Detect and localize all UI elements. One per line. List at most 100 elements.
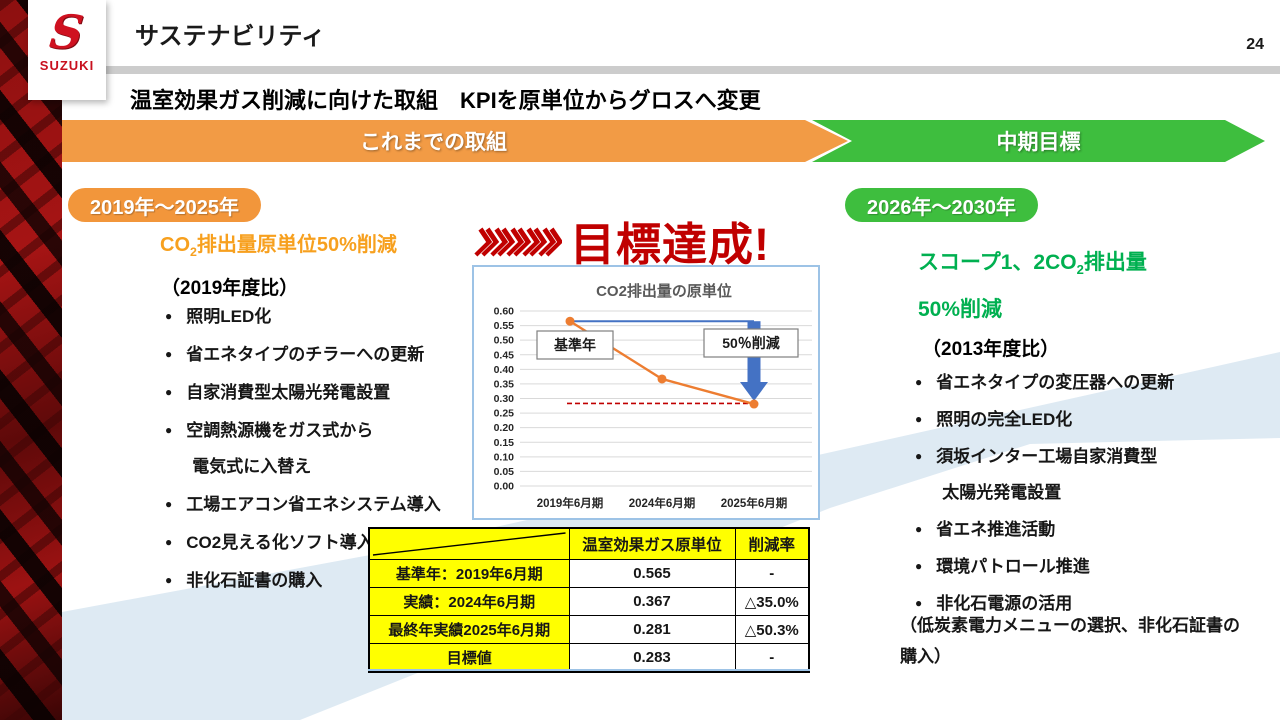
data-point-marker: [657, 374, 667, 384]
list-item: ● 工場エアコン省エネシステム導入: [165, 494, 465, 515]
table-corner-cell: [368, 527, 570, 560]
co2-intensity-chart: CO2排出量の原単位 0.00 0.05 0.10 0.15 0.20 0.25 0.30 0.…: [472, 265, 820, 520]
heading-subscript: 2: [1076, 262, 1084, 278]
bullet-icon: ●: [165, 497, 173, 511]
bullet-icon: ●: [915, 412, 923, 426]
table-cell: 0.281: [568, 615, 736, 644]
y-tick-label: 0.60: [494, 306, 515, 318]
right-initiatives-list: ● 省エネタイプの変圧器への更新 ● 照明の完全LED化 ● 須坂インター工場自家消費型太…: [915, 372, 1260, 630]
table-header-cell: 温室効果ガス原単位: [568, 527, 736, 560]
heading-text: スコープ1、2CO: [918, 251, 1077, 274]
y-tick-label: 0.05: [494, 466, 515, 478]
data-point-marker: [749, 399, 759, 409]
reduction-annotation-box: [703, 328, 799, 358]
x-tick-label: 2025年6月期: [721, 496, 787, 510]
list-item: ● 非化石証書の購入: [165, 570, 465, 591]
left-heading-co2-intensity: CO2排出量原単位50%削減: [160, 228, 397, 259]
list-item: ● 環境パトロール推進: [915, 556, 1260, 577]
y-tick-label: 0.30: [494, 393, 515, 405]
list-item-text: 須坂インター工場自家消費型 太陽光発電設置: [936, 447, 1158, 502]
heading-text: 排出量: [1083, 251, 1147, 274]
table-row: 目標値 0.283-: [368, 643, 810, 673]
bullet-icon: ●: [165, 573, 173, 587]
right-footnote: （低炭素電力メニューの選択、非化石証書の購入）: [900, 616, 1240, 666]
y-tick-label: 0.45: [494, 349, 515, 361]
bullet-icon: ●: [915, 596, 923, 610]
bullet-icon: ●: [165, 385, 173, 399]
reduction-arrow-head: [740, 382, 768, 402]
list-item-text: 環境パトロール推進: [936, 557, 1090, 576]
list-item-text: 工場エアコン省エネシステム導入: [186, 495, 441, 514]
suzuki-s-icon: S: [47, 5, 87, 59]
bullet-icon: ●: [915, 449, 923, 463]
table-cell: △50.3%: [734, 615, 810, 644]
list-item: ● CO2見える化ソフト導入: [165, 532, 465, 553]
banner-future-label: 中期目標: [996, 131, 1081, 154]
list-item: ● 須坂インター工場自家消費型 太陽光発電設置: [915, 446, 1260, 503]
list-item-text: 自家消費型太陽光発電設置: [186, 383, 391, 402]
table-cell: -: [734, 559, 810, 588]
heading-subscript: 2: [190, 245, 197, 259]
baseline-annotation-label: 基準年: [554, 337, 596, 353]
left-baseline-note: （2019年度比）: [161, 278, 299, 299]
table-header-cell: 削減率: [734, 527, 810, 560]
list-item: ● 照明LED化: [165, 306, 465, 327]
bullet-icon: ●: [915, 375, 923, 389]
table-row-label: 実績：2024年6月期: [368, 587, 570, 616]
heading-text: CO: [160, 234, 190, 256]
page-number: 24: [1246, 36, 1264, 53]
list-item-text: 省エネ推進活動: [936, 520, 1056, 539]
bullet-icon: ●: [165, 347, 173, 361]
list-item-text: 照明の完全LED化: [936, 410, 1073, 429]
banner-mid-term-goal: 中期目標: [812, 120, 1265, 162]
suzuki-logo: S SUZUKI: [28, 0, 106, 100]
baseline-annotation-box: [536, 330, 614, 360]
bullet-icon: ●: [915, 559, 923, 573]
table-row-label: 目標値: [368, 643, 570, 673]
right-heading-50pct: 50%削減: [918, 298, 1003, 321]
table-header-row: 温室効果ガス原単位 削減率: [368, 527, 810, 560]
data-point-marker: [565, 316, 575, 326]
list-item: ● 非化石電源の活用: [915, 593, 1260, 614]
list-item: ● 省エネタイプの変圧器への更新: [915, 372, 1260, 393]
period-badge-2019-2025: 2019年～2025年: [68, 188, 261, 222]
reduction-annotation-label: 50％削減: [722, 335, 780, 351]
list-item: ● 省エネ推進活動: [915, 519, 1260, 540]
y-tick-label: 0.10: [494, 451, 515, 463]
list-item-continuation: 電気式に入替え: [192, 457, 312, 476]
chart-title: CO2排出量の原単位: [596, 282, 732, 300]
bullet-icon: ●: [165, 535, 173, 549]
list-item-text: 空調熱源機をガス式から 電気式に入替え: [186, 421, 374, 476]
list-item-text: 非化石電源の活用: [936, 594, 1073, 613]
table-cell: △35.0%: [734, 587, 810, 616]
list-item-text: 省エネタイプの変圧器への更新: [936, 373, 1175, 392]
table-row: 実績：2024年6月期 0.367 △35.0%: [368, 587, 810, 616]
y-tick-label: 0.50: [494, 335, 515, 347]
list-item: ● 照明の完全LED化: [915, 409, 1260, 430]
table-row: 最終年実績2025年6月期 0.281 △50.3%: [368, 615, 810, 644]
table-cell: 0.283: [568, 643, 736, 673]
bullet-icon: ●: [165, 309, 173, 323]
banner-past-label: これまでの取組: [360, 131, 507, 154]
suzuki-wordmark: SUZUKI: [39, 58, 95, 73]
y-tick-label: 0.40: [494, 364, 515, 376]
x-tick-label: 2024年6月期: [629, 496, 695, 510]
list-item-text: 省エネタイプのチラーへの更新: [186, 345, 425, 364]
table-cell: 0.367: [568, 587, 736, 616]
y-tick-label: 0.25: [494, 408, 515, 420]
table-cell: 0.565: [568, 559, 736, 588]
y-tick-label: 0.35: [494, 378, 515, 390]
list-item: ● 空調熱源機をガス式から 電気式に入替え: [165, 420, 465, 477]
list-item: ● 自家消費型太陽光発電設置: [165, 382, 465, 403]
ghg-intensity-table: 温室効果ガス原単位 削減率 基準年：2019年6月期 0.565- 実績：2024年6月…: [368, 527, 810, 673]
table-underline: [368, 669, 810, 671]
table-row-label: 最終年実績2025年6月期: [368, 615, 570, 644]
list-item-text: 照明LED化: [186, 307, 272, 326]
list-item-text: CO2見える化ソフト導入: [186, 533, 374, 552]
decorative-left-texture: [0, 0, 62, 720]
chart-canvas: CO2排出量の原単位 0.00 0.05 0.10 0.15 0.20 0.25 0.30 0.…: [494, 282, 812, 510]
right-heading-scope12: スコープ1、2CO2排出量: [918, 246, 1147, 277]
list-item: ● 省エネタイプのチラーへの更新: [165, 344, 465, 365]
table-row: 基準年：2019年6月期 0.565-: [368, 559, 810, 588]
